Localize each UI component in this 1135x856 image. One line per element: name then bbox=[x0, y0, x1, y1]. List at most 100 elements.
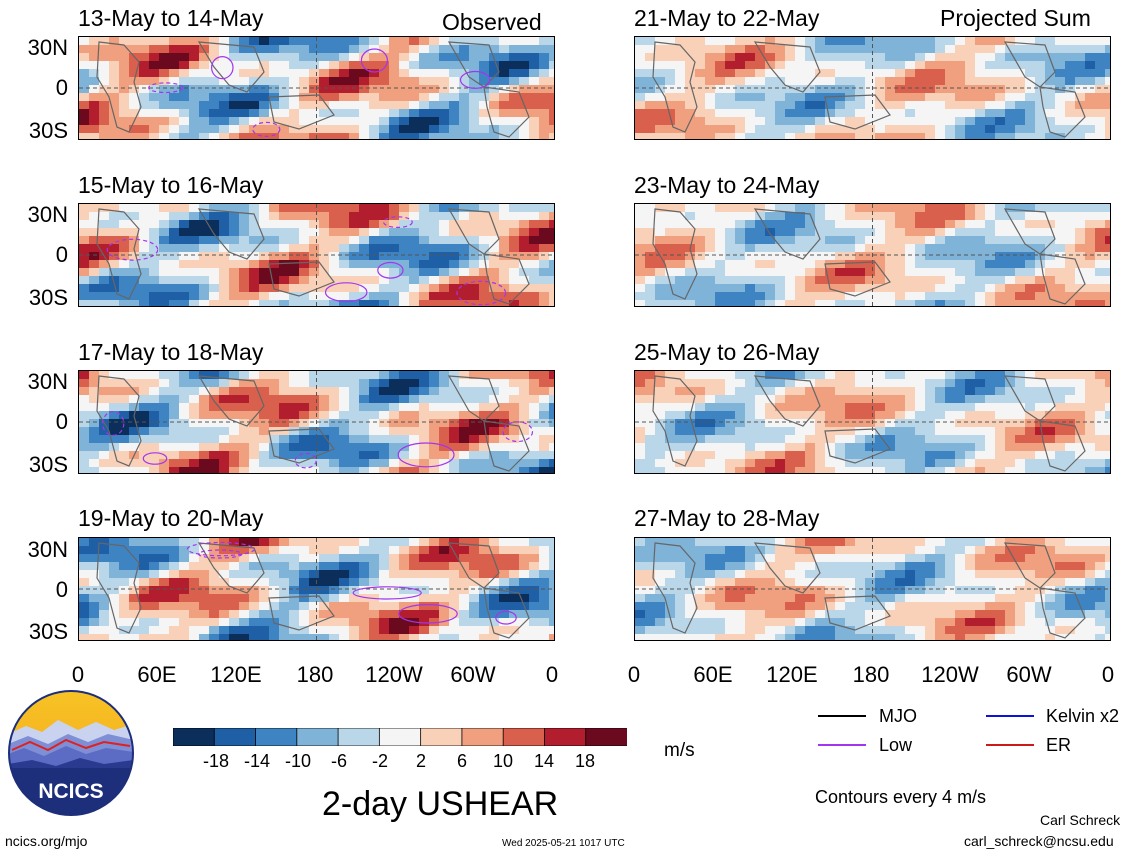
shear-cell bbox=[249, 467, 259, 473]
shear-cell bbox=[685, 379, 695, 387]
shear-cell bbox=[1015, 236, 1025, 244]
shear-cell bbox=[89, 117, 99, 125]
shear-cell bbox=[905, 101, 915, 109]
shear-cell bbox=[1095, 61, 1105, 69]
shear-cell bbox=[149, 634, 159, 640]
shear-cell bbox=[1025, 443, 1035, 451]
shear-cell bbox=[695, 610, 705, 618]
shear-cell bbox=[169, 427, 179, 435]
shear-cell bbox=[875, 244, 885, 252]
shear-cell bbox=[399, 61, 409, 69]
coastline bbox=[483, 86, 530, 138]
shear-cell bbox=[429, 61, 439, 69]
shear-cell bbox=[299, 204, 309, 212]
shear-cell bbox=[705, 419, 715, 427]
shear-cell bbox=[409, 562, 419, 570]
shear-cell bbox=[169, 133, 179, 139]
shear-cell bbox=[459, 578, 469, 586]
shear-cell bbox=[845, 133, 855, 139]
shear-cell bbox=[705, 570, 715, 578]
shear-cell bbox=[745, 61, 755, 69]
shear-cell bbox=[229, 403, 239, 411]
shear-cell bbox=[429, 419, 439, 427]
shear-cell bbox=[735, 61, 745, 69]
shear-cell bbox=[539, 459, 549, 467]
shear-cell bbox=[289, 634, 299, 640]
shear-cell bbox=[665, 395, 675, 403]
shear-cell bbox=[449, 626, 459, 634]
shear-cell bbox=[1105, 443, 1110, 451]
shear-cell bbox=[549, 45, 554, 53]
shear-cell bbox=[865, 403, 875, 411]
shear-cell bbox=[389, 379, 399, 387]
shear-cell bbox=[835, 284, 845, 292]
shear-cell bbox=[795, 594, 805, 602]
shear-cell bbox=[239, 212, 249, 220]
shear-cell bbox=[1075, 292, 1085, 300]
shear-cell bbox=[715, 610, 725, 618]
shear-cell bbox=[1005, 268, 1015, 276]
shear-cell bbox=[805, 586, 815, 594]
shear-cell bbox=[1045, 403, 1055, 411]
shear-cell bbox=[119, 85, 129, 93]
shear-cell bbox=[1035, 125, 1045, 133]
shear-cell bbox=[459, 300, 469, 306]
shear-cell bbox=[935, 586, 945, 594]
panel-header-observed: Observed bbox=[442, 9, 542, 35]
shear-cell bbox=[655, 459, 665, 467]
shear-cell bbox=[119, 292, 129, 300]
shear-cell bbox=[955, 93, 965, 101]
shear-cell bbox=[119, 610, 129, 618]
shear-cell bbox=[1035, 562, 1045, 570]
shear-cell bbox=[875, 467, 885, 473]
shear-cell bbox=[369, 117, 379, 125]
shear-cell bbox=[139, 634, 149, 640]
shear-cell bbox=[329, 93, 339, 101]
shear-cell bbox=[509, 109, 519, 117]
shear-cell bbox=[269, 586, 279, 594]
shear-cell bbox=[539, 252, 549, 260]
shear-cell bbox=[1075, 204, 1085, 212]
shear-cell bbox=[665, 236, 675, 244]
shear-cell bbox=[955, 379, 965, 387]
shear-cell bbox=[685, 133, 695, 139]
shear-cell bbox=[805, 244, 815, 252]
shear-cell bbox=[189, 244, 199, 252]
shear-cell bbox=[419, 618, 429, 626]
shear-cell bbox=[409, 109, 419, 117]
shear-cell bbox=[945, 379, 955, 387]
shear-cell bbox=[389, 300, 399, 306]
shear-cell bbox=[965, 268, 975, 276]
shear-cell bbox=[459, 403, 469, 411]
shear-cell bbox=[1025, 260, 1035, 268]
shear-cell bbox=[765, 570, 775, 578]
shear-cell bbox=[685, 371, 695, 379]
shear-cell bbox=[665, 268, 675, 276]
shear-cell bbox=[995, 85, 1005, 93]
shear-cell bbox=[239, 602, 249, 610]
shear-cell bbox=[459, 212, 469, 220]
shear-cell bbox=[269, 570, 279, 578]
shear-cell bbox=[249, 403, 259, 411]
shear-cell bbox=[89, 101, 99, 109]
shear-cell bbox=[279, 562, 289, 570]
shear-cell bbox=[895, 427, 905, 435]
low-contour bbox=[211, 56, 234, 80]
shear-cell bbox=[765, 109, 775, 117]
shear-cell bbox=[1075, 77, 1085, 85]
shear-cell bbox=[209, 443, 219, 451]
shear-cell bbox=[359, 427, 369, 435]
shear-cell bbox=[429, 276, 439, 284]
shear-cell bbox=[529, 403, 539, 411]
shear-cell bbox=[1005, 395, 1015, 403]
shear-cell bbox=[419, 101, 429, 109]
shear-cell bbox=[845, 276, 855, 284]
shear-cell bbox=[925, 77, 935, 85]
shear-cell bbox=[339, 101, 349, 109]
shear-cell bbox=[1055, 228, 1065, 236]
shear-cell bbox=[169, 570, 179, 578]
shear-cell bbox=[845, 403, 855, 411]
shear-cell bbox=[429, 101, 439, 109]
shear-cell bbox=[965, 61, 975, 69]
shear-cell bbox=[1045, 300, 1055, 306]
